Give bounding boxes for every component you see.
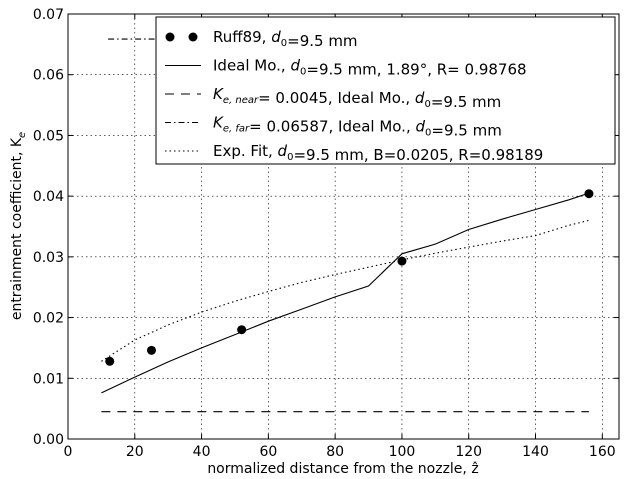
legend-text-part: Ideal Mo.,	[213, 57, 290, 75]
legend-label: Ruff89, d0=9.5 mm	[213, 28, 358, 50]
legend-box	[155, 16, 616, 165]
y-axis-label-text: entrainment coefficient, K	[9, 137, 25, 320]
legend-text-part: = 0.0045, Ideal Mo.,	[258, 89, 415, 107]
plot-frame	[67, 13, 620, 440]
legend-symbol: d	[290, 57, 300, 75]
data-point	[397, 256, 407, 266]
legend-entry: Exp. Fit, d0=9.5 mm, B=0.0205, R=0.98189	[165, 142, 543, 164]
legend-symbol: d	[278, 142, 288, 160]
legend-label: Exp. Fit, d0=9.5 mm, B=0.0205, R=0.98189	[213, 142, 543, 164]
data-point	[146, 345, 156, 355]
legend-text-part: =9.5 mm	[431, 122, 501, 140]
legend-text-part: =9.5 mm, B=0.0205, R=0.98189	[293, 146, 543, 164]
series-1	[101, 192, 590, 394]
legend-subscript: 0	[424, 99, 430, 110]
y-tick-label: 0.06	[33, 68, 64, 84]
data-point	[584, 189, 594, 199]
y-axis-label-subscript: e	[17, 132, 28, 138]
legend-subscript: 0	[425, 128, 431, 139]
x-axis-label: normalized distance from the nozzle, ẑ	[207, 461, 478, 477]
x-tick-label: 160	[589, 444, 616, 460]
legend-entry: Ke, far= 0.06587, Ideal Mo., d0=9.5 mm	[165, 114, 502, 140]
legend-text-part: =9.5 mm	[431, 93, 501, 111]
legend-symbol: d	[416, 118, 426, 136]
series-line	[101, 192, 590, 394]
legend-text-part: =9.5 mm	[287, 32, 357, 50]
x-tick-label: 120	[455, 444, 482, 460]
data-point	[237, 325, 247, 335]
legend-symbol: K	[213, 85, 224, 103]
legend-text-part: Ruff89,	[213, 28, 271, 46]
x-tick-label: 100	[389, 444, 416, 460]
x-tick-label: 20	[126, 444, 144, 460]
x-tick-label: 60	[259, 444, 277, 460]
legend-marker	[165, 32, 175, 42]
legend-text-part: = 0.06587, Ideal Mo.,	[249, 118, 415, 136]
legend-text-part: =9.5 mm, 1.89°, R= 0.98768	[306, 61, 526, 79]
y-tick-label: 0.07	[33, 7, 64, 23]
legend-entry: Ruff89, d0=9.5 mm	[165, 28, 358, 50]
y-tick-label: 0.04	[33, 189, 64, 205]
legend-label: Ke, far= 0.06587, Ideal Mo., d0=9.5 mm	[213, 114, 502, 140]
x-tick-label: 80	[326, 444, 344, 460]
legend-subscript: e, near	[223, 95, 259, 106]
legend-entry: Ideal Mo., d0=9.5 mm, 1.89°, R= 0.98768	[165, 57, 527, 79]
x-axis-label-text: normalized distance from the nozzle, ẑ	[207, 461, 478, 477]
legend-subscript: 0	[287, 152, 293, 163]
data-point	[105, 356, 115, 366]
ticks: 0 20 40 60 80 100 120 140 160 0.00 0.01 0.02 0.03 0.0…	[33, 7, 619, 460]
y-tick-label: 0.03	[33, 250, 64, 266]
legend-symbol: d	[415, 89, 425, 107]
series-0	[105, 189, 594, 366]
y-tick-label: 0.05	[33, 128, 64, 144]
legend-text-part: Exp. Fit,	[213, 142, 278, 160]
legend-label: Ideal Mo., d0=9.5 mm, 1.89°, R= 0.98768	[213, 57, 527, 79]
legend-subscript: 0	[281, 38, 287, 49]
legend-marker	[188, 32, 198, 42]
y-tick-label: 0.01	[33, 371, 64, 387]
x-tick-label: 0	[64, 444, 73, 460]
legend-subscript: 0	[300, 67, 306, 78]
legend-symbol: K	[213, 114, 224, 132]
x-tick-label: 40	[193, 444, 211, 460]
x-tick-label: 140	[522, 444, 549, 460]
legend-entry: Ke, near= 0.0045, Ideal Mo., d0=9.5 mm	[165, 85, 501, 111]
y-tick-label: 0.00	[33, 432, 64, 448]
legend-subscript: e, far	[223, 124, 250, 135]
y-tick-label: 0.02	[33, 311, 64, 327]
legend-symbol: d	[271, 28, 281, 46]
legend-label: Ke, near= 0.0045, Ideal Mo., d0=9.5 mm	[213, 85, 501, 111]
y-axis-label: entrainment coefficient, Ke	[9, 132, 28, 320]
